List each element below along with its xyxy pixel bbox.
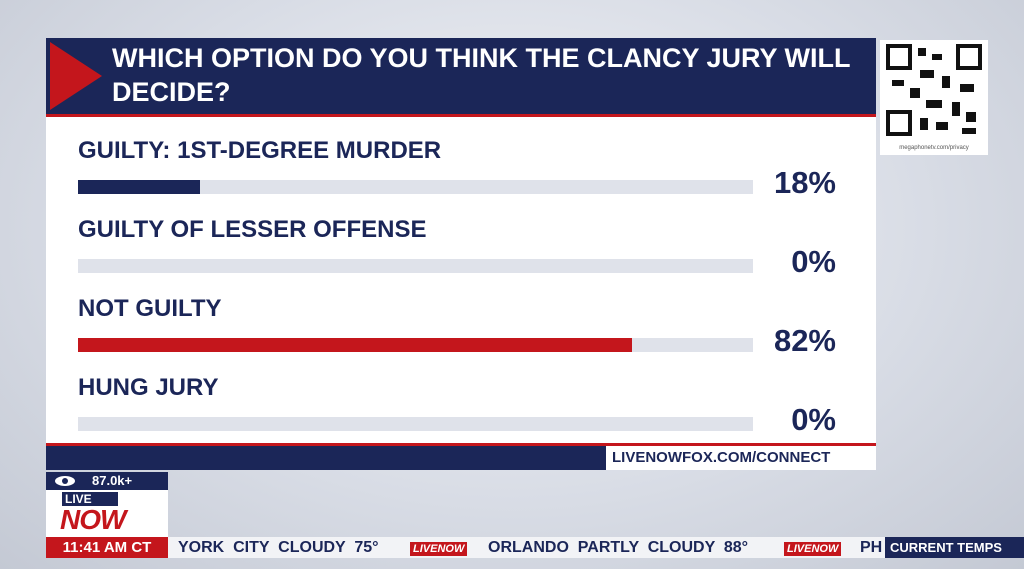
option-label: GUILTY: 1ST-DEGREE MURDER [78, 137, 442, 164]
logo-now: NOW [60, 504, 126, 535]
poll-title: WHICH OPTION DO YOU THINK THE CLANCY JUR… [112, 43, 851, 107]
logo-live: LIVE [62, 492, 118, 506]
viewers-box: 87.0k+ [46, 472, 168, 490]
option-label: NOT GUILTY [78, 295, 222, 322]
bar [78, 338, 632, 352]
play-icon [50, 42, 102, 110]
footer-bar [46, 446, 606, 470]
ticker-item: ORLANDO PARTLY CLOUDY 88° [488, 539, 749, 556]
bar-track [78, 338, 753, 352]
footer-rule [46, 443, 876, 446]
poll-header [46, 38, 876, 114]
bar-track [78, 180, 753, 194]
ticker-bar [168, 537, 885, 558]
value-label: 18% [773, 165, 836, 200]
ticker-item: YORK CITY CLOUDY 75° [178, 539, 379, 556]
option-label: GUILTY OF LESSER OFFENSE [78, 216, 427, 243]
viewers: 87.0k+ [92, 473, 133, 488]
ticker-logo: LIVENOW [410, 542, 468, 556]
qr-box: megaphonetv.com/privacy [880, 40, 988, 155]
bar [78, 180, 200, 194]
value-label: 82% [773, 323, 836, 358]
eye-icon [55, 476, 75, 486]
value-label: 0% [791, 402, 836, 437]
qr-caption: megaphonetv.com/privacy [899, 145, 969, 151]
bar-track [78, 417, 753, 431]
poll-url: LIVENOWFOX.COM/CONNECT [612, 449, 831, 466]
bar-track [78, 259, 753, 273]
time: 11:41 AM CT [46, 537, 168, 558]
logo-box: LIVE NOW [46, 490, 168, 537]
ticker-logo: LIVENOW [784, 542, 842, 556]
ticker-section: CURRENT TEMPS [885, 537, 1024, 558]
qr-code [886, 44, 982, 136]
value-label: 0% [791, 244, 836, 279]
option-label: HUNG JURY [78, 374, 219, 401]
header-rule [46, 114, 876, 117]
ticker-item: PH [860, 539, 883, 556]
